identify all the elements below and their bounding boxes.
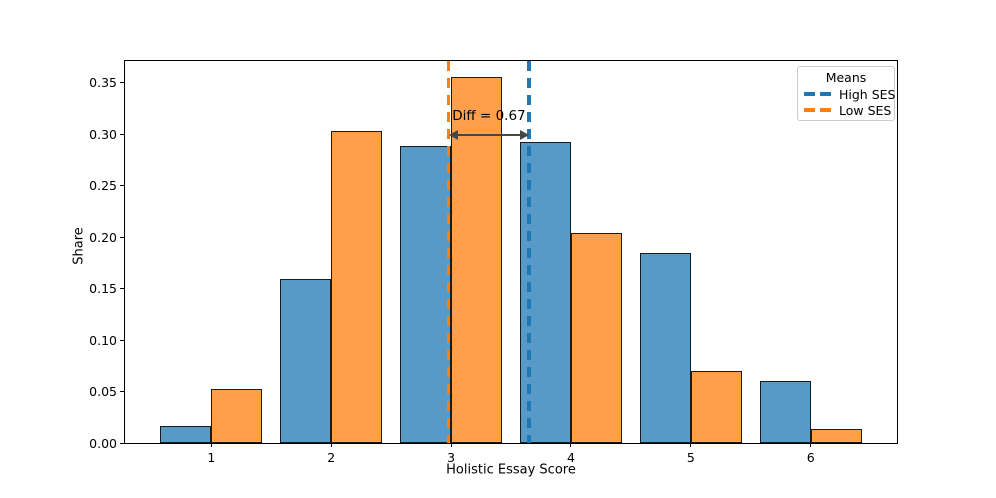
y-tick-mark — [120, 185, 124, 187]
x-tick-mark — [450, 443, 452, 447]
low-ses-dash-icon — [804, 108, 832, 112]
x-tick-mark — [570, 443, 572, 447]
legend-item-low-ses: Low SES — [804, 102, 892, 118]
x-tick-label: 2 — [327, 450, 336, 465]
y-tick-mark — [120, 288, 124, 290]
legend-label-low-ses: Low SES — [839, 102, 892, 118]
mean-line-high-ses — [527, 61, 531, 443]
x-tick-label: 5 — [686, 450, 695, 465]
y-tick-label: 0.35 — [89, 75, 117, 91]
bar-low-ses-1 — [211, 389, 263, 443]
x-tick-label: 3 — [447, 450, 456, 465]
x-tick-label: 6 — [806, 450, 815, 465]
x-tick-mark — [690, 443, 692, 447]
diff-arrow-head-right — [519, 130, 529, 141]
bar-high-ses-5 — [639, 252, 691, 443]
x-tick-mark — [810, 443, 812, 447]
legend-title: Means — [825, 70, 867, 85]
y-tick-label: 0.20 — [89, 229, 117, 245]
y-tick-mark — [120, 236, 124, 238]
high-ses-dash-icon — [804, 92, 832, 96]
diff-arrow-line — [456, 133, 521, 137]
legend: Means High SES Low SES — [797, 66, 895, 121]
y-tick-mark — [120, 442, 124, 444]
plot-area: Diff = 0.67 Means High SES Low SES 0.00 0… — [89, 60, 898, 465]
y-tick-label: 0.25 — [89, 178, 117, 194]
y-tick-mark — [120, 133, 124, 135]
y-tick-label: 0.05 — [89, 384, 117, 400]
bar-low-ses-4 — [570, 232, 622, 443]
legend-label-high-ses: High SES — [839, 86, 896, 102]
y-axis-title: Share — [71, 227, 87, 265]
x-tick-mark — [330, 443, 332, 447]
legend-item-high-ses: High SES — [804, 86, 895, 102]
bar-high-ses-1 — [160, 425, 212, 443]
diff-arrow-head-left — [448, 130, 458, 141]
x-axis-title: Holistic Essay Score — [446, 462, 576, 478]
y-tick-label: 0.15 — [89, 281, 117, 297]
y-tick-label: 0.00 — [89, 435, 117, 451]
bar-low-ses-5 — [690, 370, 742, 443]
bar-high-ses-6 — [759, 381, 811, 443]
mean-line-low-ses — [446, 61, 451, 443]
bar-high-ses-3 — [400, 146, 452, 443]
bar-low-ses-2 — [331, 131, 383, 443]
y-tick-mark — [120, 82, 124, 84]
x-tick-mark — [210, 443, 212, 447]
y-tick-mark — [120, 339, 124, 341]
bar-low-ses-6 — [810, 428, 862, 443]
bar-high-ses-2 — [280, 279, 332, 443]
y-tick-label: 0.10 — [89, 332, 117, 348]
y-tick-mark — [120, 391, 124, 393]
diff-annotation: Diff = 0.67 — [452, 108, 526, 125]
x-tick-label: 1 — [207, 450, 216, 465]
x-tick-label: 4 — [566, 450, 575, 465]
y-tick-label: 0.30 — [89, 126, 117, 142]
bar-low-ses-3 — [451, 77, 502, 443]
